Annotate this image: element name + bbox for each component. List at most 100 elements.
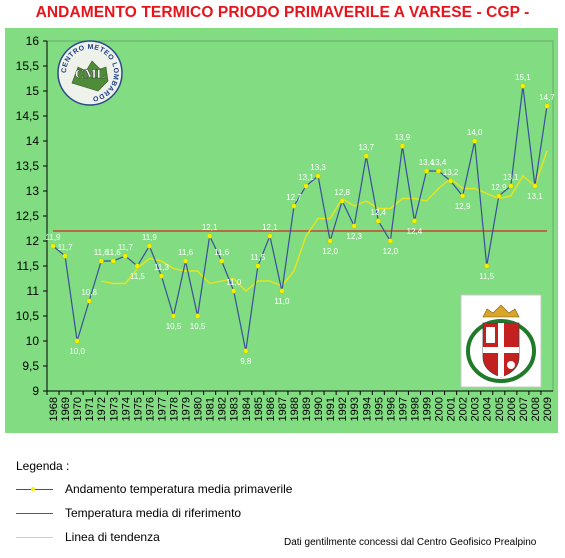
data-point bbox=[387, 238, 393, 244]
y-tick-label: 14 bbox=[26, 134, 40, 148]
data-label: 11,3 bbox=[154, 263, 170, 272]
data-point bbox=[375, 218, 381, 224]
x-tick-label: 2007 bbox=[518, 397, 530, 421]
data-point bbox=[496, 193, 502, 199]
x-tick-label: 1987 bbox=[277, 397, 289, 421]
data-label: 12,8 bbox=[334, 188, 350, 197]
data-point bbox=[423, 168, 430, 174]
x-tick-label: 1971 bbox=[84, 397, 96, 421]
data-label: 13,4 bbox=[431, 158, 447, 167]
data-point bbox=[86, 298, 92, 304]
logo-abbr: CML bbox=[75, 66, 106, 81]
x-tick-label: 1994 bbox=[361, 397, 373, 421]
legend-label: Andamento temperatura media primaverile bbox=[65, 482, 293, 496]
data-label: 11,7 bbox=[58, 243, 74, 252]
data-label: 13,4 bbox=[419, 158, 435, 167]
y-tick-label: 10,5 bbox=[16, 309, 40, 323]
data-point bbox=[291, 203, 297, 209]
data-label: 13,9 bbox=[395, 133, 411, 142]
data-label: 12,4 bbox=[371, 208, 387, 217]
x-tick-label: 2002 bbox=[458, 397, 470, 421]
data-label: 11,6 bbox=[94, 248, 110, 257]
data-point bbox=[411, 218, 418, 224]
x-tick-label: 1995 bbox=[373, 397, 385, 421]
coat-of-arms-emblem bbox=[507, 361, 515, 369]
data-point bbox=[447, 178, 454, 184]
y-tick-label: 14,5 bbox=[16, 109, 40, 123]
x-tick-label: 1970 bbox=[72, 397, 84, 421]
data-label: 10,5 bbox=[166, 322, 182, 331]
data-label: 12,0 bbox=[383, 247, 399, 256]
line-chart: 9 9,5 10 10,5 11 11,5 12 12,5 13 13,5 14 14,5 15 15,5… bbox=[16, 34, 556, 421]
data-point bbox=[194, 313, 201, 319]
data-label: 13,7 bbox=[358, 143, 374, 152]
data-point bbox=[267, 233, 273, 239]
data-label: 13,3 bbox=[310, 163, 326, 172]
data-point bbox=[508, 183, 514, 189]
data-point bbox=[122, 253, 128, 259]
data-label: 11,5 bbox=[250, 253, 266, 262]
x-tick-label: 1973 bbox=[108, 397, 120, 421]
data-label: 12,7 bbox=[286, 193, 302, 202]
data-point bbox=[98, 258, 104, 264]
x-tick-label: 1984 bbox=[241, 397, 253, 421]
data-point bbox=[74, 338, 80, 344]
coat-of-arms-crown bbox=[482, 304, 520, 318]
y-tick-label: 9 bbox=[32, 384, 39, 398]
data-label: 11,0 bbox=[274, 297, 290, 306]
data-label: 11,6 bbox=[178, 248, 194, 257]
data-point bbox=[460, 193, 466, 199]
x-tick-label: 1997 bbox=[397, 397, 409, 421]
data-label: 10,0 bbox=[69, 347, 85, 356]
y-tick-label: 11,5 bbox=[17, 259, 40, 273]
data-label: 11,5 bbox=[130, 272, 146, 281]
x-tick-label: 2009 bbox=[542, 397, 554, 421]
x-tick-label: 2001 bbox=[446, 397, 458, 421]
data-point bbox=[435, 168, 442, 174]
x-tick-label: 1969 bbox=[60, 397, 72, 421]
data-point bbox=[399, 143, 406, 149]
y-tick-label: 16 bbox=[26, 34, 40, 48]
data-point bbox=[231, 288, 237, 294]
data-point bbox=[279, 288, 285, 294]
data-label: 11,6 bbox=[214, 248, 230, 257]
y-tick-label: 12,5 bbox=[16, 209, 40, 223]
coat-of-arms-wreath bbox=[466, 319, 536, 383]
data-point bbox=[255, 263, 261, 269]
data-label: 9,8 bbox=[240, 357, 252, 366]
y-tick-label: 13 bbox=[26, 184, 40, 198]
data-point bbox=[484, 263, 490, 269]
data-label: 12,3 bbox=[346, 232, 362, 241]
data-label: 10,5 bbox=[190, 322, 206, 331]
legend-line-red bbox=[16, 513, 53, 514]
x-tick-label: 1979 bbox=[181, 397, 193, 421]
data-point bbox=[303, 183, 309, 189]
data-point bbox=[520, 83, 526, 89]
x-tick-label: 1982 bbox=[217, 397, 229, 421]
x-tick-label: 1975 bbox=[132, 397, 144, 421]
data-label: 11,9 bbox=[46, 233, 62, 242]
y-tick-label: 15 bbox=[26, 84, 40, 98]
data-point bbox=[315, 173, 321, 179]
legend-label: Temperatura media di riferimento bbox=[65, 506, 242, 520]
data-label: 10,8 bbox=[81, 288, 97, 297]
data-label: 15,1 bbox=[515, 73, 531, 82]
x-tick-label: 2005 bbox=[494, 397, 506, 421]
x-tick-label: 2004 bbox=[482, 397, 494, 421]
data-label: 13,1 bbox=[503, 173, 519, 182]
data-point bbox=[134, 263, 140, 269]
y-tick-label: 11 bbox=[27, 284, 40, 298]
data-point bbox=[110, 258, 116, 264]
x-tick-label: 2008 bbox=[530, 397, 542, 421]
data-point bbox=[243, 348, 249, 354]
x-tick-label: 1974 bbox=[120, 397, 132, 421]
x-tick-label: 2006 bbox=[506, 397, 518, 421]
x-tick-label: 1983 bbox=[229, 397, 241, 421]
x-tick-label: 1986 bbox=[265, 397, 277, 421]
data-label: 12,1 bbox=[262, 223, 278, 232]
data-point bbox=[62, 253, 68, 259]
data-point bbox=[182, 258, 189, 264]
x-tick-label: 1991 bbox=[325, 397, 337, 421]
data-point bbox=[170, 313, 177, 319]
coat-of-arms-tower bbox=[486, 327, 495, 343]
